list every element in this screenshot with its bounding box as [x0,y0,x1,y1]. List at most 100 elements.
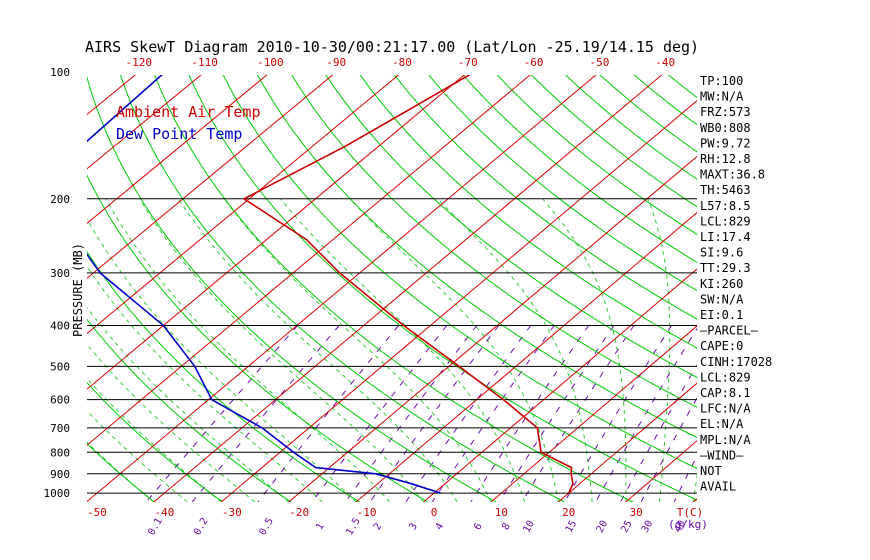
mixing-ratio-line [257,325,399,502]
top-temp-tick-label: -80 [392,56,412,69]
mixing-ratio-line [191,325,340,502]
stat-item: TH:5463 [700,183,751,197]
isotherm-line [87,75,202,170]
mixing-ratio-label: 0.5 [257,516,276,537]
plot-area [0,72,870,502]
temp-unit-label: T(C) [677,506,704,519]
top-temp-tick-label: -50 [589,56,609,69]
mixing-ratio-line [470,325,590,502]
dry-adiabat-line [835,72,870,502]
mixing-ratio-label: 25 [619,519,635,535]
stat-item: MPL:N/A [700,433,751,447]
stat-item: LCL:829 [700,370,751,384]
dry-adiabat-line [188,75,697,501]
pressure-tick-label: 900 [50,468,70,481]
isotherms [0,72,870,502]
bottom-temp-tick-label: 20 [562,506,575,519]
isobars [87,198,697,494]
mixing-ratio-label: 15 [564,519,580,535]
isotherm-line [423,268,697,502]
mixing-ratio-line [369,325,500,502]
isotherm-line [87,75,465,390]
mixing-ratio-line [405,325,532,502]
isotherm-line [0,72,73,502]
top-temp-tick-label: -120 [126,56,153,69]
stat-item: SW:N/A [700,292,744,306]
dry-adiabat-line [291,75,697,408]
top-temp-tick-label: -40 [655,56,675,69]
dry-adiabat-line [87,250,360,502]
isotherm-line [153,75,663,502]
bottom-temp-tick-label: 30 [630,506,643,519]
stat-item: —PARCEL— [700,324,759,338]
isotherm-line [288,155,697,502]
dry-adiabat-line [462,75,697,263]
dry-adiabats [87,72,870,502]
dry-adiabat-line [496,75,697,235]
bottom-temp-tick-label: -10 [357,506,377,519]
dry-adiabat-line [222,75,697,470]
stat-item: CAP:8.1 [700,386,751,400]
top-temp-tick-label: -110 [191,56,218,69]
mixing-ratio-label: 8 [500,521,513,532]
dry-adiabat-line [667,75,697,99]
mixing-ratio-line [145,325,298,502]
mixing-ratio-label: 20 [595,519,611,535]
isotherm-line [87,75,531,446]
isotherm-line [87,75,268,224]
isotherm-line [490,325,697,502]
mixing-ratio-label: 1 [314,521,327,532]
top-temp-tick-label: -100 [257,56,284,69]
isotherm-line [87,75,400,335]
bottom-temp-tick-label: -50 [87,506,107,519]
moist-adiabat-line [223,198,492,502]
moist-adiabat-line [647,198,671,502]
dry-adiabat-line [325,75,697,379]
pressure-tick-label: 1000 [44,487,71,500]
dry-adiabat-line [767,72,870,502]
moist-adiabat-line [87,306,290,502]
pressure-tick-label: 700 [50,422,70,435]
sounding-series [87,75,574,494]
stat-item: MW:N/A [700,90,744,104]
mixing-ratio-label: 6 [472,521,485,532]
y-axis-label: PRESSURE (MB) [71,243,85,337]
dry-adiabat-line [120,75,565,502]
stat-item: EI:0.1 [700,308,743,322]
isotherm-line [355,211,697,502]
dewpoint-profile-line [87,75,441,494]
isotherm-line [761,72,870,502]
mixing-ratio-line [595,327,697,502]
isotherm-line [0,72,7,502]
mixing-ratio-line [564,325,672,502]
mixing-ratio-label: 10 [521,519,537,535]
isotherm-line [87,75,334,279]
isotherm-line [220,100,697,502]
dry-adiabat-line [801,72,870,502]
mixing-ratio-label: 4 [434,521,447,532]
top-temp-tick-label: -70 [458,56,478,69]
stat-item: L57:8.5 [700,199,751,213]
stat-item: CINH:17028 [700,355,772,369]
bottom-temp-tick-label: 0 [431,506,438,519]
stat-item: WB0:808 [700,121,751,135]
stat-item: LI:17.4 [700,230,751,244]
dry-adiabat-line [359,75,697,349]
bottom-temp-tick-label: -40 [154,506,174,519]
pressure-tick-label: 300 [50,267,70,280]
mixing-ratio-label: 30 [640,519,656,535]
moist-adiabat-line [87,343,256,502]
legend-temp-label: Ambient Air Temp [116,103,261,121]
isotherm-line [558,382,697,502]
dry-adiabat-line [87,75,497,502]
pressure-tick-label: 100 [50,66,70,79]
top-temp-tick-label: -90 [326,56,346,69]
pressure-tick-label: 500 [50,360,70,373]
stat-item: RH:12.8 [700,152,751,166]
mixing-ratio-label: 40 [673,519,689,535]
stat-item: PW:9.72 [700,136,751,150]
moist-adiabat-line [139,198,424,502]
mixing-ratio-line [344,325,478,502]
